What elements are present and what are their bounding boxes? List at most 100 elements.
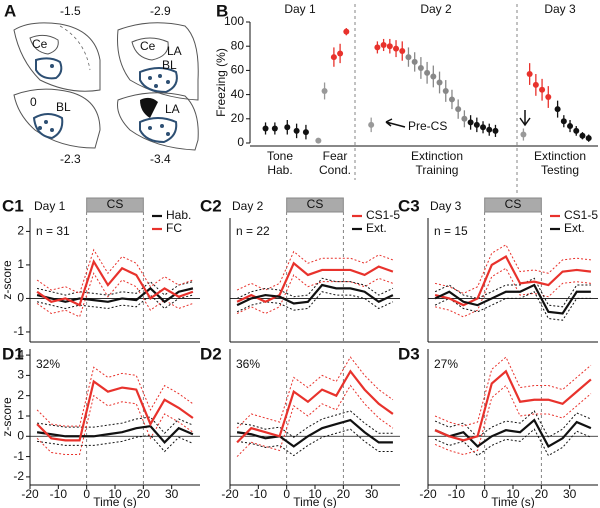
sem-line — [36, 248, 194, 295]
group-label: Cond. — [319, 163, 351, 177]
data-point — [321, 87, 328, 94]
y-tick-label: -1 — [13, 449, 24, 463]
annotation: 36% — [236, 357, 260, 371]
annotation: 32% — [36, 357, 60, 371]
data-point — [520, 131, 527, 138]
panel-title: Day 3 — [430, 199, 462, 213]
panel-title: Day 1 — [34, 199, 66, 213]
sem-line — [434, 356, 592, 427]
sem-line — [434, 244, 591, 294]
legend-label: FC — [166, 221, 182, 235]
mean-line — [36, 379, 194, 442]
y-tick-label: 40 — [231, 87, 245, 101]
y-tick-label: 0 — [17, 291, 24, 305]
data-point — [302, 129, 309, 136]
data-point — [455, 106, 462, 113]
data-point — [393, 45, 400, 52]
section-level: -1.5 — [60, 4, 81, 18]
data-point — [473, 121, 480, 128]
sem-line — [236, 384, 394, 457]
sem-line — [236, 274, 394, 315]
group-label: Testing — [541, 163, 579, 177]
x-tick-label: 0 — [283, 487, 290, 501]
x-tick-label: 30 — [365, 487, 379, 501]
y-tick-label: 4 — [17, 347, 24, 361]
data-point — [579, 132, 586, 139]
site-dot — [158, 74, 162, 78]
mean-line — [36, 258, 194, 307]
x-axis-label: Time (s) — [293, 495, 337, 508]
sem-line — [434, 384, 592, 456]
data-point — [374, 44, 381, 51]
group-label: Tone — [267, 149, 293, 163]
day-label: Day 1 — [284, 2, 316, 16]
mean-line — [434, 255, 592, 307]
amygdala-outline — [139, 117, 178, 144]
data-point — [315, 137, 322, 144]
section-outline — [117, 22, 199, 101]
day-label: Day 2 — [420, 2, 452, 16]
sem-line — [236, 277, 394, 299]
x-tick-label: -10 — [250, 487, 268, 501]
x-tick-label: -10 — [448, 487, 466, 501]
mean-line — [36, 286, 194, 304]
panel-label: C1 — [2, 196, 24, 215]
x-tick-label: 20 — [535, 487, 549, 501]
mean-line — [434, 283, 591, 315]
data-point — [417, 64, 424, 71]
y-tick-label: 1 — [17, 408, 24, 422]
section-outline — [13, 88, 101, 149]
data-point — [480, 124, 487, 131]
x-tick-label: -20 — [419, 487, 437, 501]
legend-label: CS1-5 — [366, 208, 400, 222]
arrow — [519, 110, 531, 127]
x-tick-label: 10 — [108, 487, 122, 501]
cs-box — [86, 197, 144, 213]
sem-line — [434, 410, 592, 438]
section-outline — [59, 25, 91, 71]
y-tick-label: 60 — [231, 63, 245, 77]
y-tick-label: 2 — [17, 388, 24, 402]
amygdala-outline — [32, 113, 64, 140]
y-axis-label: z-score — [0, 397, 14, 437]
sem-line — [36, 272, 194, 318]
annotation: n = 15 — [434, 224, 468, 238]
cs-box — [286, 197, 344, 213]
sem-line — [236, 291, 394, 313]
y-tick-label: 20 — [231, 111, 245, 125]
data-point — [461, 115, 468, 122]
site-dot — [154, 84, 158, 88]
data-point — [337, 50, 344, 57]
region-label: LA — [167, 44, 182, 58]
mean-line — [236, 261, 394, 304]
legend-label: Hab. — [166, 208, 191, 222]
section-outline — [131, 37, 169, 61]
data-point — [424, 69, 431, 76]
x-axis-label: Time (s) — [491, 495, 535, 508]
section-outline — [29, 34, 59, 55]
x-tick-label: 30 — [563, 487, 577, 501]
x-tick-label: 20 — [337, 487, 351, 501]
y-axis-label: z-score — [0, 260, 14, 300]
x-tick-label: 0 — [83, 487, 90, 501]
group-label: Hab. — [267, 163, 292, 177]
annotation: n = 31 — [36, 224, 70, 238]
data-point — [436, 79, 443, 86]
x-tick-label: 10 — [506, 487, 520, 501]
panel-title: Day 2 — [232, 199, 264, 213]
site-dot — [166, 132, 170, 136]
mean-line — [236, 369, 394, 444]
y-tick-label: 2 — [17, 224, 24, 238]
site-dot — [50, 64, 54, 68]
panel-a: A -1.5 Ce -2.9 Ce LA BL 0 BL -2.3 LA -3.… — [4, 1, 199, 166]
data-point — [526, 71, 533, 78]
amygdala-outline — [35, 57, 63, 80]
data-point — [545, 94, 552, 101]
y-tick-label: 3 — [17, 368, 24, 382]
data-point — [386, 43, 393, 50]
group-label: Fear — [323, 149, 348, 163]
data-point — [411, 58, 418, 65]
site-dot — [166, 80, 170, 84]
x-tick-label: 20 — [137, 487, 151, 501]
